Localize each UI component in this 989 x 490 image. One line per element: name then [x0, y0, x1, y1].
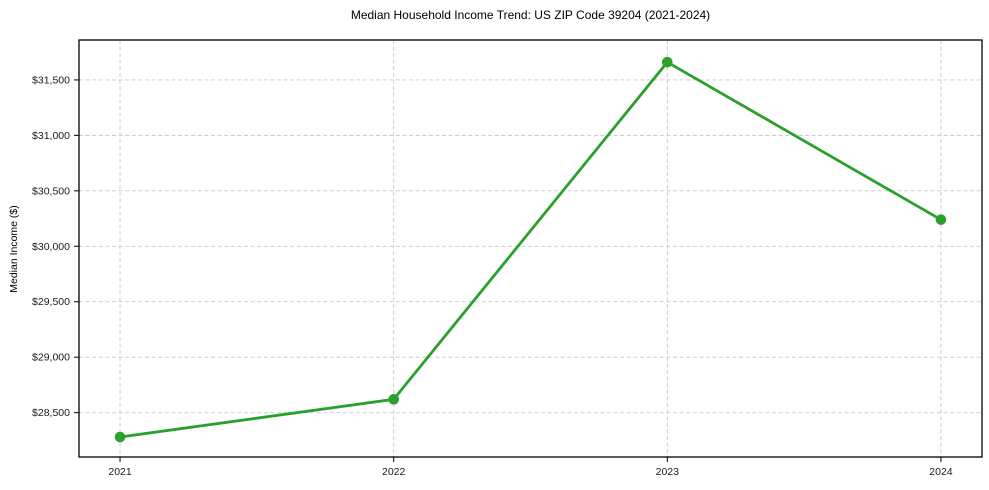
y-tick-label: $28,500 — [32, 407, 70, 419]
trend-line — [118, 60, 943, 439]
x-tick-label: 2022 — [382, 466, 406, 478]
y-tick-label: $31,500 — [32, 74, 70, 86]
data-point-2023 — [662, 56, 673, 68]
x-tick-label: 2021 — [108, 466, 132, 478]
x-tick-label: 2024 — [929, 466, 953, 478]
plot-border — [78, 39, 983, 458]
data-point-2024 — [935, 214, 947, 225]
data-point-2022 — [388, 394, 399, 405]
x-tick-label: 2023 — [656, 466, 680, 478]
y-axis-label: Median Income ($) — [8, 205, 20, 293]
y-tick-label: $29,000 — [32, 352, 70, 364]
data-point-2021 — [114, 431, 126, 443]
y-tick-label: $31,000 — [32, 130, 70, 142]
y-tick-label: $29,500 — [32, 296, 70, 308]
y-tick-label: $30,000 — [32, 241, 70, 253]
chart-title: Median Household Income Trend: US ZIP Co… — [350, 8, 711, 22]
y-tick-label: $30,500 — [32, 185, 70, 197]
